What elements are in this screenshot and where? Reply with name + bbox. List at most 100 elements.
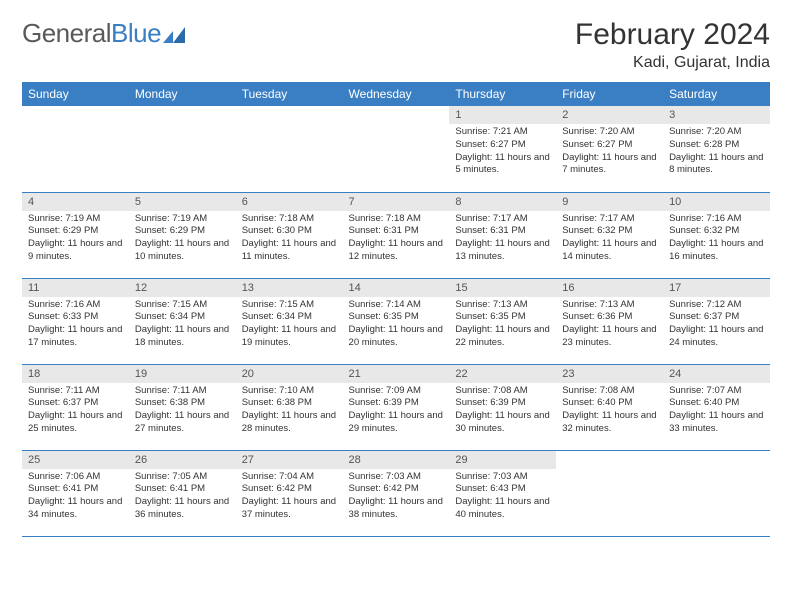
day-number: 2: [556, 106, 663, 124]
weekday-header: Saturday: [663, 82, 770, 106]
weekday-header: Sunday: [22, 82, 129, 106]
calendar-day-cell: 7Sunrise: 7:18 AMSunset: 6:31 PMDaylight…: [343, 192, 450, 278]
day-number: 15: [449, 279, 556, 297]
day-number: [236, 106, 343, 124]
header: GeneralBlue February 2024 Kadi, Gujarat,…: [22, 18, 770, 72]
day-details: Sunrise: 7:17 AMSunset: 6:31 PMDaylight:…: [449, 211, 556, 268]
calendar-day-cell: 25Sunrise: 7:06 AMSunset: 6:41 PMDayligh…: [22, 450, 129, 536]
day-details: Sunrise: 7:03 AMSunset: 6:43 PMDaylight:…: [449, 469, 556, 526]
day-details: Sunrise: 7:06 AMSunset: 6:41 PMDaylight:…: [22, 469, 129, 526]
day-number: 6: [236, 193, 343, 211]
calendar-day-cell: [663, 450, 770, 536]
day-number: [22, 106, 129, 124]
day-details: Sunrise: 7:05 AMSunset: 6:41 PMDaylight:…: [129, 469, 236, 526]
calendar-header-row: SundayMondayTuesdayWednesdayThursdayFrid…: [22, 82, 770, 106]
calendar-day-cell: 16Sunrise: 7:13 AMSunset: 6:36 PMDayligh…: [556, 278, 663, 364]
calendar-day-cell: [22, 106, 129, 192]
day-number: [129, 106, 236, 124]
calendar-day-cell: 3Sunrise: 7:20 AMSunset: 6:28 PMDaylight…: [663, 106, 770, 192]
calendar-day-cell: 20Sunrise: 7:10 AMSunset: 6:38 PMDayligh…: [236, 364, 343, 450]
day-number: 16: [556, 279, 663, 297]
day-number: 8: [449, 193, 556, 211]
day-details: Sunrise: 7:18 AMSunset: 6:30 PMDaylight:…: [236, 211, 343, 268]
calendar-table: SundayMondayTuesdayWednesdayThursdayFrid…: [22, 82, 770, 537]
logo-text-1: General: [22, 18, 111, 49]
month-title: February 2024: [575, 18, 770, 52]
day-details: Sunrise: 7:11 AMSunset: 6:37 PMDaylight:…: [22, 383, 129, 440]
weekday-header: Wednesday: [343, 82, 450, 106]
day-number: 4: [22, 193, 129, 211]
day-number: 19: [129, 365, 236, 383]
day-details: Sunrise: 7:15 AMSunset: 6:34 PMDaylight:…: [236, 297, 343, 354]
calendar-day-cell: 26Sunrise: 7:05 AMSunset: 6:41 PMDayligh…: [129, 450, 236, 536]
location: Kadi, Gujarat, India: [575, 54, 770, 72]
calendar-day-cell: 23Sunrise: 7:08 AMSunset: 6:40 PMDayligh…: [556, 364, 663, 450]
day-number: 21: [343, 365, 450, 383]
calendar-day-cell: [343, 106, 450, 192]
calendar-week-row: 18Sunrise: 7:11 AMSunset: 6:37 PMDayligh…: [22, 364, 770, 450]
day-details: Sunrise: 7:04 AMSunset: 6:42 PMDaylight:…: [236, 469, 343, 526]
day-number: 25: [22, 451, 129, 469]
day-number: 18: [22, 365, 129, 383]
calendar-day-cell: 24Sunrise: 7:07 AMSunset: 6:40 PMDayligh…: [663, 364, 770, 450]
day-details: Sunrise: 7:19 AMSunset: 6:29 PMDaylight:…: [129, 211, 236, 268]
day-details: Sunrise: 7:09 AMSunset: 6:39 PMDaylight:…: [343, 383, 450, 440]
day-number: 13: [236, 279, 343, 297]
calendar-day-cell: 13Sunrise: 7:15 AMSunset: 6:34 PMDayligh…: [236, 278, 343, 364]
day-number: 7: [343, 193, 450, 211]
day-number: 1: [449, 106, 556, 124]
day-number: 27: [236, 451, 343, 469]
day-number: 5: [129, 193, 236, 211]
calendar-day-cell: 18Sunrise: 7:11 AMSunset: 6:37 PMDayligh…: [22, 364, 129, 450]
logo-text-2: Blue: [111, 18, 161, 49]
calendar-day-cell: 9Sunrise: 7:17 AMSunset: 6:32 PMDaylight…: [556, 192, 663, 278]
calendar-day-cell: 27Sunrise: 7:04 AMSunset: 6:42 PMDayligh…: [236, 450, 343, 536]
calendar-day-cell: 4Sunrise: 7:19 AMSunset: 6:29 PMDaylight…: [22, 192, 129, 278]
calendar-day-cell: [556, 450, 663, 536]
calendar-day-cell: 10Sunrise: 7:16 AMSunset: 6:32 PMDayligh…: [663, 192, 770, 278]
weekday-header: Monday: [129, 82, 236, 106]
calendar-day-cell: [129, 106, 236, 192]
day-details: Sunrise: 7:08 AMSunset: 6:39 PMDaylight:…: [449, 383, 556, 440]
day-details: Sunrise: 7:13 AMSunset: 6:35 PMDaylight:…: [449, 297, 556, 354]
day-details: Sunrise: 7:16 AMSunset: 6:32 PMDaylight:…: [663, 211, 770, 268]
title-block: February 2024 Kadi, Gujarat, India: [575, 18, 770, 72]
day-details: Sunrise: 7:08 AMSunset: 6:40 PMDaylight:…: [556, 383, 663, 440]
day-number: 23: [556, 365, 663, 383]
day-details: Sunrise: 7:19 AMSunset: 6:29 PMDaylight:…: [22, 211, 129, 268]
day-number: 9: [556, 193, 663, 211]
calendar-day-cell: 8Sunrise: 7:17 AMSunset: 6:31 PMDaylight…: [449, 192, 556, 278]
calendar-day-cell: 15Sunrise: 7:13 AMSunset: 6:35 PMDayligh…: [449, 278, 556, 364]
day-number: [663, 451, 770, 469]
calendar-day-cell: 21Sunrise: 7:09 AMSunset: 6:39 PMDayligh…: [343, 364, 450, 450]
calendar-day-cell: 17Sunrise: 7:12 AMSunset: 6:37 PMDayligh…: [663, 278, 770, 364]
calendar-week-row: 11Sunrise: 7:16 AMSunset: 6:33 PMDayligh…: [22, 278, 770, 364]
day-number: 28: [343, 451, 450, 469]
day-details: Sunrise: 7:12 AMSunset: 6:37 PMDaylight:…: [663, 297, 770, 354]
day-details: Sunrise: 7:16 AMSunset: 6:33 PMDaylight:…: [22, 297, 129, 354]
day-details: Sunrise: 7:10 AMSunset: 6:38 PMDaylight:…: [236, 383, 343, 440]
day-number: 11: [22, 279, 129, 297]
calendar-body: 1Sunrise: 7:21 AMSunset: 6:27 PMDaylight…: [22, 106, 770, 536]
calendar-day-cell: 28Sunrise: 7:03 AMSunset: 6:42 PMDayligh…: [343, 450, 450, 536]
day-details: Sunrise: 7:20 AMSunset: 6:27 PMDaylight:…: [556, 124, 663, 181]
day-details: Sunrise: 7:13 AMSunset: 6:36 PMDaylight:…: [556, 297, 663, 354]
calendar-day-cell: [236, 106, 343, 192]
day-number: 20: [236, 365, 343, 383]
day-details: Sunrise: 7:11 AMSunset: 6:38 PMDaylight:…: [129, 383, 236, 440]
calendar-day-cell: 12Sunrise: 7:15 AMSunset: 6:34 PMDayligh…: [129, 278, 236, 364]
day-number: 10: [663, 193, 770, 211]
day-number: 3: [663, 106, 770, 124]
day-details: Sunrise: 7:17 AMSunset: 6:32 PMDaylight:…: [556, 211, 663, 268]
calendar-week-row: 1Sunrise: 7:21 AMSunset: 6:27 PMDaylight…: [22, 106, 770, 192]
calendar-week-row: 4Sunrise: 7:19 AMSunset: 6:29 PMDaylight…: [22, 192, 770, 278]
day-details: Sunrise: 7:15 AMSunset: 6:34 PMDaylight:…: [129, 297, 236, 354]
day-number: 17: [663, 279, 770, 297]
day-number: 22: [449, 365, 556, 383]
calendar-day-cell: 19Sunrise: 7:11 AMSunset: 6:38 PMDayligh…: [129, 364, 236, 450]
calendar-week-row: 25Sunrise: 7:06 AMSunset: 6:41 PMDayligh…: [22, 450, 770, 536]
weekday-header: Thursday: [449, 82, 556, 106]
day-number: 26: [129, 451, 236, 469]
day-number: [343, 106, 450, 124]
calendar-day-cell: 2Sunrise: 7:20 AMSunset: 6:27 PMDaylight…: [556, 106, 663, 192]
